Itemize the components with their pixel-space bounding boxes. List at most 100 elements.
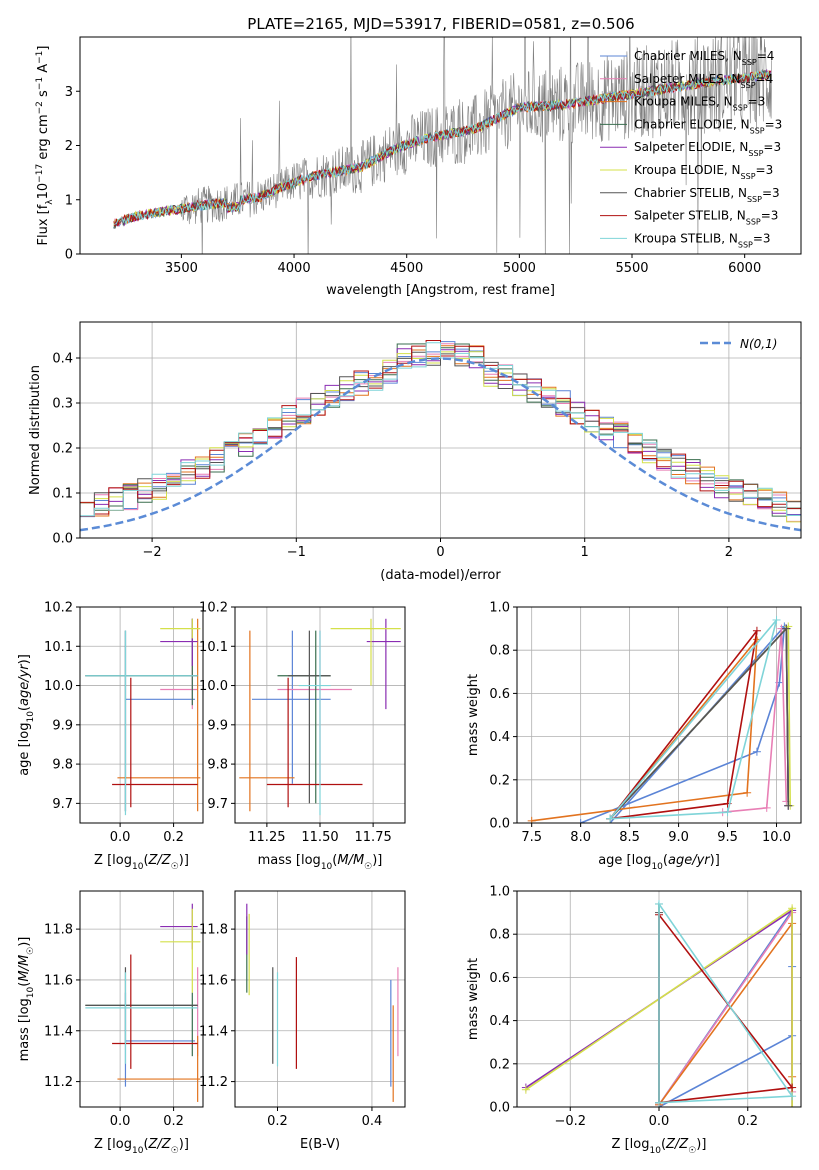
y-tick-label: 11.8 bbox=[199, 923, 228, 938]
legend-entry: Chabrier MILES, NSSP=4 bbox=[634, 49, 774, 67]
label-part: 10 bbox=[321, 862, 333, 872]
label-part: erg cm bbox=[36, 114, 51, 163]
y-tick-label: 0.4 bbox=[52, 352, 73, 367]
label-part: 10 bbox=[26, 711, 36, 723]
label-part: ( bbox=[332, 853, 337, 868]
x-tick-label: 2 bbox=[725, 545, 733, 560]
x-tick-label: −2 bbox=[143, 545, 162, 560]
panel-age_vs_mass: 11.25 11.50 11.75 9.7 9.8 9.9 10.0 10.1 10.2 mass… bbox=[199, 601, 406, 872]
y-tick-label: 11.2 bbox=[199, 1075, 228, 1090]
x-tick-label: 9.5 bbox=[717, 830, 738, 845]
y-tick-label: 0.6 bbox=[489, 971, 510, 986]
y-tick-label: 11.8 bbox=[44, 923, 73, 938]
legend-model-name: Chabrier ELODIE, N bbox=[634, 117, 750, 131]
weight-line-kroupa-stelib bbox=[658, 901, 794, 1104]
legend: N(0,1) bbox=[700, 337, 777, 351]
y-tick-label: 0.8 bbox=[489, 928, 510, 943]
label-part: ☉ bbox=[688, 1146, 696, 1156]
x-tick-label: 9.0 bbox=[668, 830, 689, 845]
label-part: )] bbox=[17, 654, 32, 664]
label-part: )] bbox=[696, 1137, 706, 1152]
y-tick-label: 0.0 bbox=[52, 532, 73, 547]
y-tick-label: 11.2 bbox=[44, 1075, 73, 1090]
label-part: ( bbox=[143, 1137, 148, 1152]
label-part: 10 bbox=[651, 862, 663, 872]
legend-model-name: Kroupa STELIB, N bbox=[634, 231, 738, 245]
legend-subscript: SSP bbox=[747, 194, 762, 203]
x-axis-label: Z [log10(Z/Z☉)] bbox=[94, 853, 189, 872]
label-part: ☉ bbox=[171, 1146, 179, 1156]
label-part: )] bbox=[17, 937, 32, 947]
legend-subscript: SSP bbox=[738, 240, 753, 249]
weight-lines bbox=[521, 899, 797, 1107]
error-bars bbox=[239, 618, 401, 816]
label-part: )] bbox=[179, 1137, 189, 1152]
x-tick-label: 0.4 bbox=[362, 1114, 383, 1129]
y-tick-label: 9.9 bbox=[52, 718, 73, 733]
legend-nssp: =3 bbox=[756, 163, 774, 177]
panel-mass_vs_Z: 0.0 0.211.211.411.611.8Z [log10(Z/Z☉)]mas… bbox=[17, 890, 204, 1156]
label-part: ☉ bbox=[364, 862, 372, 872]
x-tick-label: 0 bbox=[436, 545, 444, 560]
label-part: λ bbox=[45, 199, 55, 205]
weight-lines bbox=[527, 615, 795, 823]
y-tick-label: 10.1 bbox=[44, 640, 73, 655]
panel-residuals: −2 −1 0 1 2 0.0 0.1 0.2 0.3 0.4 (data-model)/error… bbox=[28, 321, 802, 583]
panel-age_vs_Z: 0.0 0.29.79.89.910.010.110.2Z [log10(Z/Z☉… bbox=[17, 601, 204, 872]
label-part: Z/Z bbox=[148, 853, 172, 868]
y-axis-label: age [log10(age/yr)] bbox=[17, 654, 36, 776]
model-spectra bbox=[113, 68, 772, 229]
label-part: ( bbox=[17, 982, 32, 987]
y-tick-label: 0.3 bbox=[52, 397, 73, 412]
y-tick-label: 1.0 bbox=[489, 885, 510, 900]
y-axis-label: Flux [fλ10−17 erg cm−2 s−1 A−1] bbox=[35, 46, 55, 246]
x-tick-label: 0.2 bbox=[737, 1114, 758, 1129]
legend-subscript: SSP bbox=[733, 103, 748, 112]
y-axis-label: mass [log10(M/M☉)] bbox=[17, 937, 36, 1062]
label-part: 10 bbox=[132, 862, 144, 872]
label-part: −1 bbox=[35, 51, 45, 64]
legend-entry: Kroupa STELIB, NSSP=3 bbox=[634, 231, 771, 249]
label-part: )] bbox=[710, 853, 720, 868]
y-tick-label: 9.9 bbox=[207, 718, 228, 733]
legend-nssp: =4 bbox=[756, 72, 774, 86]
legend-nssp: =3 bbox=[753, 231, 771, 245]
label-part: A bbox=[36, 64, 51, 77]
label-part: age [log bbox=[598, 853, 651, 868]
x-tick-label: 0.2 bbox=[163, 1114, 184, 1129]
x-axis-label: age [log10(age/yr)] bbox=[598, 853, 720, 872]
x-tick-label: 0.0 bbox=[110, 1114, 131, 1129]
x-tick-label: 0.0 bbox=[110, 830, 131, 845]
label-part: ( bbox=[663, 853, 668, 868]
y-tick-label: 11.4 bbox=[199, 1024, 228, 1039]
legend-nssp: =3 bbox=[748, 95, 766, 109]
label-part: )] bbox=[372, 853, 382, 868]
x-tick-label: 11.25 bbox=[248, 830, 285, 845]
y-tick-label: 0.4 bbox=[489, 730, 510, 745]
x-tick-label: 0.2 bbox=[267, 1114, 288, 1129]
y-axis-label: Normed distribution bbox=[28, 365, 43, 495]
weight-line-kroupa-stelib bbox=[609, 619, 778, 820]
label-part: ☉ bbox=[171, 862, 179, 872]
y-tick-label: 10.2 bbox=[44, 601, 73, 616]
error-bars bbox=[85, 903, 201, 1102]
label-part: M/M bbox=[17, 955, 32, 982]
y-tick-label: 1 bbox=[65, 193, 73, 208]
legend-nssp: =3 bbox=[761, 209, 779, 223]
legend-model-name: Salpeter STELIB, N bbox=[634, 209, 746, 223]
axes-frame bbox=[234, 606, 406, 824]
y-tick-label: 9.7 bbox=[207, 797, 228, 812]
x-axis-label: Z [log10(Z/Z☉)] bbox=[94, 1137, 189, 1156]
label-part: )] bbox=[179, 853, 189, 868]
x-axis-label: wavelength [Angstrom, rest frame] bbox=[326, 283, 555, 298]
y-tick-label: 0.8 bbox=[489, 644, 510, 659]
y-tick-label: 0.6 bbox=[489, 687, 510, 702]
legend-entry: Salpeter ELODIE, NSSP=3 bbox=[634, 140, 781, 158]
axes-frame bbox=[79, 890, 204, 1108]
y-tick-label: 0.0 bbox=[489, 817, 510, 832]
legend-entry: Kroupa MILES, NSSP=3 bbox=[634, 95, 765, 113]
y-tick-label: 11.6 bbox=[199, 973, 228, 988]
legend-nssp: =3 bbox=[765, 117, 783, 131]
